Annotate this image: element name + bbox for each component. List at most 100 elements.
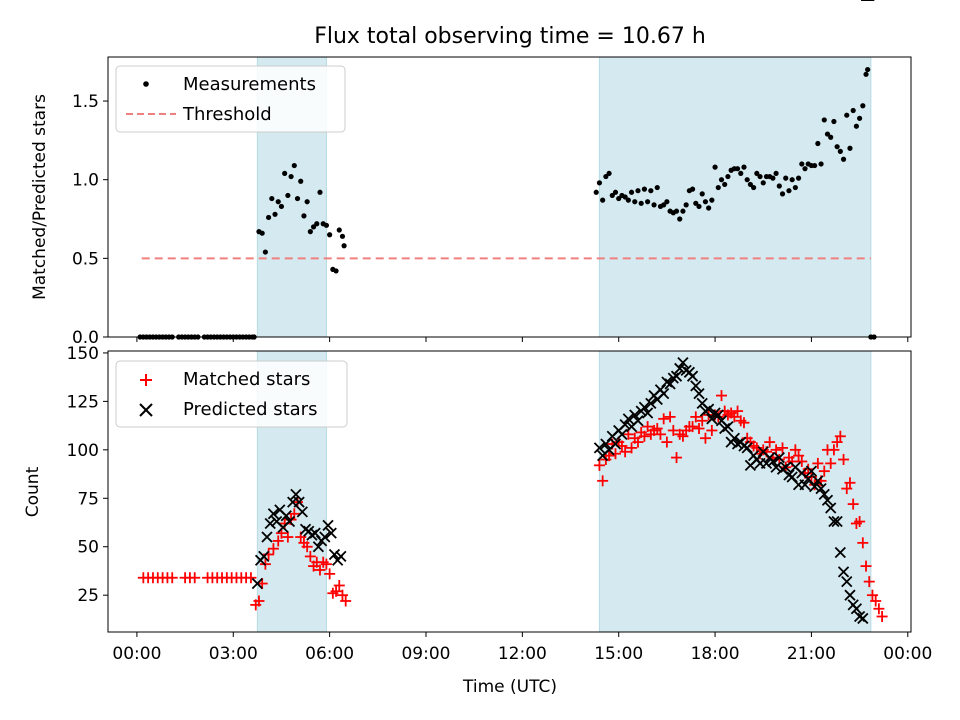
matched-star-point [732, 405, 744, 417]
predicted-star-stroke [789, 461, 802, 473]
predicted-star-stroke [312, 541, 325, 553]
matched-star-point [330, 585, 342, 597]
matched-star-point [272, 535, 284, 547]
predicted-star-stroke [641, 407, 654, 419]
matched-star-point [728, 411, 740, 423]
predicted-star-stroke [261, 531, 273, 543]
measurement-point [738, 170, 744, 177]
measurement-point [773, 170, 779, 177]
predicted-star-point [267, 508, 280, 520]
matched-star-point [812, 457, 824, 469]
legend-box-bottom [115, 360, 348, 428]
predicted-star-stroke [677, 356, 689, 369]
measurement-point [266, 214, 272, 221]
measurement-point [770, 175, 776, 181]
predicted-star-stroke [319, 531, 331, 543]
predicted-star-point [834, 546, 846, 559]
measurement-point [837, 148, 843, 154]
legend-top: Measurements Threshold [115, 65, 346, 133]
measurement-point [651, 202, 657, 208]
predicted-star-stroke [290, 488, 302, 501]
predicted-star-point [638, 401, 651, 413]
measurement-point [844, 112, 850, 118]
measurement-point [802, 166, 808, 172]
measurement-point [783, 175, 789, 181]
measurement-point [314, 221, 320, 227]
matched-star-point [834, 430, 846, 442]
predicted-star-stroke [622, 413, 634, 425]
predicted-star-point [658, 387, 670, 400]
predicted-star-stroke [812, 475, 824, 487]
predicted-star-point [322, 519, 334, 532]
matched-star-point [870, 595, 882, 607]
predicted-star-stroke [760, 457, 773, 470]
predicted-star-stroke [853, 610, 866, 623]
measurement-point [323, 222, 330, 228]
measurement-point [792, 184, 798, 191]
matched-star-point [253, 595, 265, 607]
predicted-star-point [706, 413, 718, 425]
measurement-point [628, 189, 635, 195]
predicted-star-stroke [728, 432, 740, 444]
matched-star-point [860, 560, 872, 572]
predicted-star-point [738, 440, 750, 452]
predicted-star-point [812, 475, 824, 487]
measurement-point [741, 164, 747, 170]
y-tick-label: 75 [77, 489, 99, 509]
y-tick-label: 0.0 [72, 328, 99, 348]
matched-star-point [706, 424, 718, 436]
legend-label-predicted: Predicted stars [183, 399, 317, 420]
predicted-star-stroke [799, 479, 811, 491]
predicted-star-stroke [593, 442, 606, 454]
measurement-point [278, 203, 285, 210]
matched-star-point [854, 516, 866, 528]
matched-star-point [638, 430, 650, 442]
measurement-point [863, 71, 869, 77]
measurement-point [857, 115, 863, 121]
matched-star-point [793, 450, 805, 462]
matched-star-point [777, 442, 789, 454]
predicted-star-stroke [773, 451, 785, 464]
predicted-star-point [290, 488, 302, 501]
predicted-star-stroke [815, 482, 827, 495]
x-tick-label: 15:00 [594, 644, 643, 664]
predicted-star-point [616, 428, 628, 440]
measurement-point [632, 199, 638, 205]
predicted-star-point [728, 432, 740, 444]
predicted-star-point [690, 380, 702, 392]
matched-star-point [847, 498, 859, 510]
predicted-star-stroke [696, 397, 708, 409]
predicted-star-point [802, 473, 814, 485]
predicted-star-point [805, 465, 818, 477]
predicted-star-point [850, 603, 863, 615]
measurement-point [779, 191, 786, 197]
matched-star-point [324, 568, 336, 580]
measurement-point [603, 173, 609, 180]
matched-star-point [677, 430, 689, 442]
predicted-star-stroke [658, 387, 670, 400]
x-tick-label: 12:00 [498, 644, 547, 664]
legend-label-matched: Matched stars [183, 369, 310, 390]
predicted-star-stroke [783, 469, 795, 481]
predicted-star-point [258, 550, 270, 563]
measurement-point [693, 200, 699, 206]
measurement-point [789, 177, 795, 183]
chart-title: Flux total observing time = 10.67 h [314, 24, 706, 49]
predicted-star-stroke [857, 612, 869, 625]
matched-star-point [658, 413, 670, 425]
observing-windows-top [256, 56, 872, 338]
matched-star-point [687, 421, 699, 433]
predicted-star-point [319, 531, 331, 543]
matched-star-point [789, 444, 801, 456]
measurement-point [259, 230, 265, 236]
predicted-star-point [837, 566, 850, 578]
predicted-star-stroke [680, 364, 692, 377]
predicted-star-stroke [802, 473, 814, 485]
predicted-star-stroke [796, 467, 808, 479]
measurement-point [294, 195, 301, 202]
measurement-point [285, 192, 291, 199]
matched-star-point [603, 450, 615, 462]
predicted-star-point [283, 515, 296, 528]
predicted-star-point [719, 422, 731, 435]
matched-star-point [841, 483, 853, 495]
